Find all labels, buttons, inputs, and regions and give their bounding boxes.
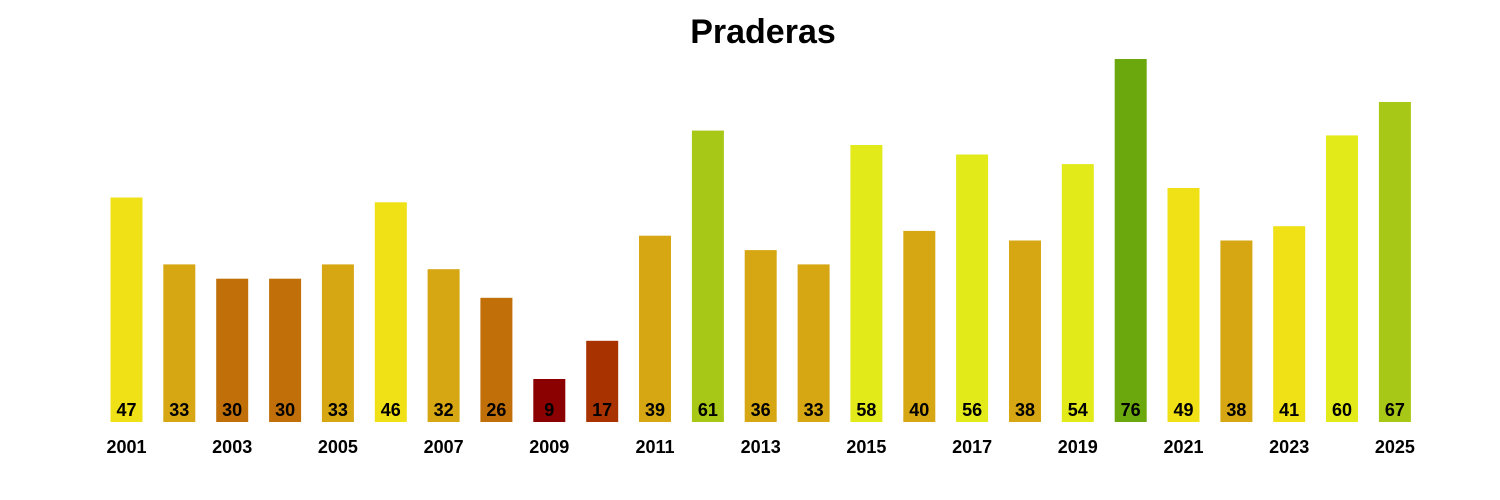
bar-2011 xyxy=(639,235,671,422)
x-tick-2001: 2001 xyxy=(106,437,146,457)
x-tick-2021: 2021 xyxy=(1163,437,1203,457)
value-label-2015: 58 xyxy=(856,400,876,420)
x-tick-2003: 2003 xyxy=(212,437,252,457)
x-tick-2023: 2023 xyxy=(1269,437,1309,457)
bar-2003 xyxy=(216,278,249,422)
bar-2012 xyxy=(691,130,724,422)
bar-2025 xyxy=(1378,102,1411,422)
bar-2005 xyxy=(321,264,354,422)
bar-2004 xyxy=(269,278,302,422)
value-label-2003: 30 xyxy=(222,400,242,420)
x-tick-2019: 2019 xyxy=(1058,437,1098,457)
value-label-2012: 61 xyxy=(698,400,718,420)
value-label-2022: 38 xyxy=(1226,400,1246,420)
x-tick-2017: 2017 xyxy=(952,437,992,457)
bar-2020 xyxy=(1114,59,1147,422)
x-tick-2013: 2013 xyxy=(741,437,781,457)
bar-2018 xyxy=(1009,240,1041,422)
chart-title: Praderas xyxy=(690,13,836,51)
value-label-2018: 38 xyxy=(1015,400,1035,420)
value-label-2001: 47 xyxy=(116,400,136,420)
x-tick-2011: 2011 xyxy=(635,437,674,457)
bar-2014 xyxy=(797,264,830,422)
value-label-2004: 30 xyxy=(275,400,295,420)
value-label-2024: 60 xyxy=(1332,400,1352,420)
bar-2002 xyxy=(163,264,196,422)
value-label-2006: 46 xyxy=(381,400,401,420)
bar-2022 xyxy=(1220,240,1253,422)
value-label-2013: 36 xyxy=(751,400,771,420)
value-labels-group: 47 33 30 30 33 46 32 26 9 17 39 61 36 33 58 40 56 38 54 76 4… xyxy=(116,400,1404,420)
bar-2013 xyxy=(744,250,777,422)
value-label-2010: 17 xyxy=(592,400,612,420)
value-label-2014: 33 xyxy=(804,400,824,420)
x-tick-2025: 2025 xyxy=(1375,437,1415,457)
value-label-2020: 76 xyxy=(1121,400,1141,420)
bar-2001 xyxy=(110,197,143,422)
value-label-2023: 41 xyxy=(1279,400,1299,420)
value-label-2005: 33 xyxy=(328,400,348,420)
value-label-2002: 33 xyxy=(169,400,189,420)
bar-2010 xyxy=(586,340,619,422)
bar-2017 xyxy=(956,154,989,422)
bar-2007 xyxy=(427,269,460,422)
bar-2015 xyxy=(850,145,883,422)
bar-2021 xyxy=(1167,188,1200,422)
bar-2008 xyxy=(480,297,513,422)
bar-2023 xyxy=(1273,226,1306,422)
value-label-2008: 26 xyxy=(486,400,506,420)
bars-group xyxy=(110,59,1411,422)
value-label-2019: 54 xyxy=(1068,400,1088,420)
bar-2006 xyxy=(374,202,407,422)
bar-2009 xyxy=(533,379,566,422)
bar-2024 xyxy=(1326,135,1358,422)
value-label-2021: 49 xyxy=(1173,400,1193,420)
value-label-2011: 39 xyxy=(645,400,665,420)
value-label-2016: 40 xyxy=(909,400,929,420)
x-tick-2005: 2005 xyxy=(318,437,358,457)
value-label-2025: 67 xyxy=(1385,400,1405,420)
bar-2019 xyxy=(1061,164,1094,422)
value-label-2009: 9 xyxy=(544,400,554,420)
x-tick-2009: 2009 xyxy=(529,437,569,457)
value-label-2007: 32 xyxy=(434,400,454,420)
x-tick-2007: 2007 xyxy=(424,437,464,457)
value-label-2017: 56 xyxy=(962,400,982,420)
x-tick-2015: 2015 xyxy=(846,437,886,457)
x-axis-ticks: 2001 2003 2005 2007 2009 2011 2013 2015 2017 2019… xyxy=(106,437,1414,457)
bar-2016 xyxy=(903,230,936,422)
